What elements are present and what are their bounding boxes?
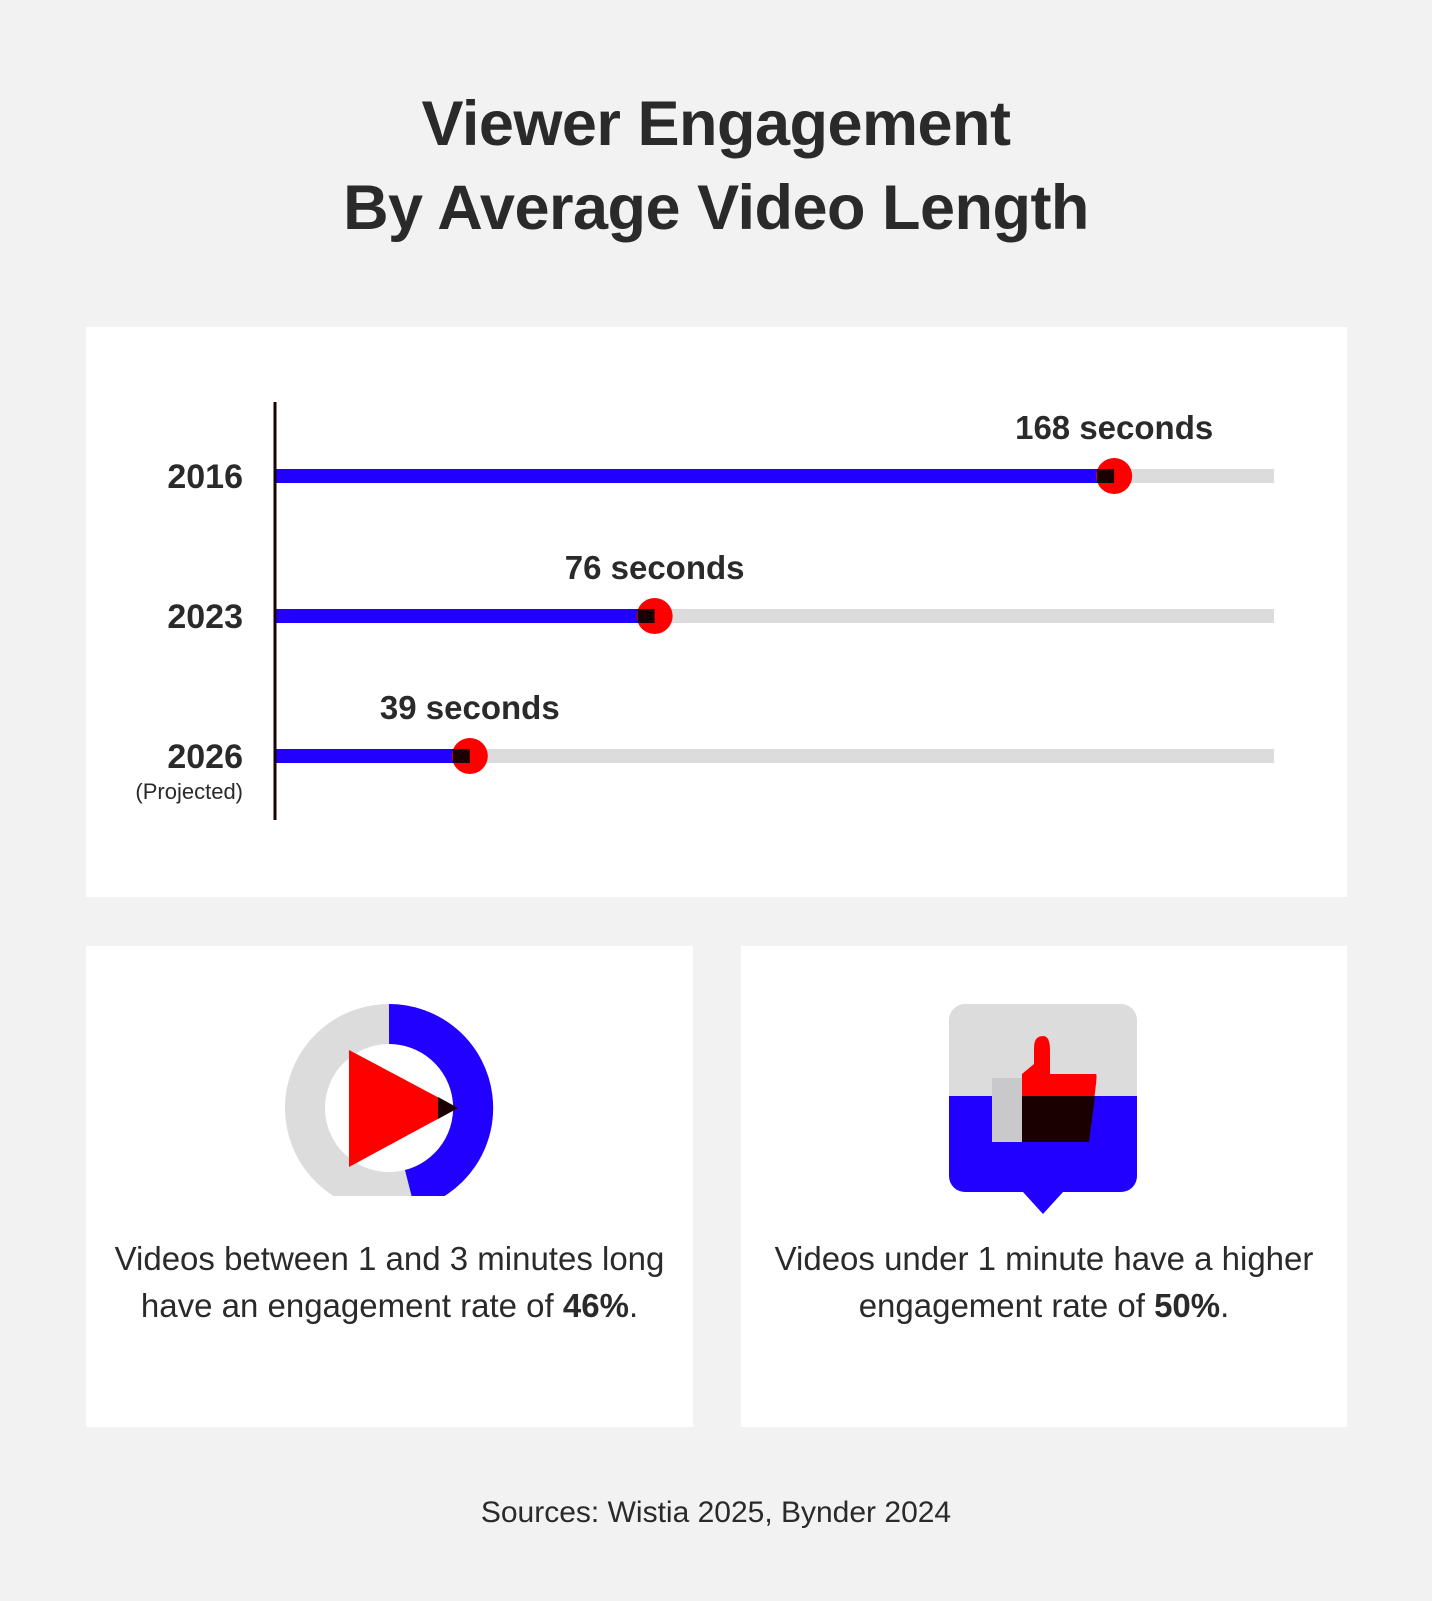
stat-text-left: Videos between 1 and 3 minutes long have… (86, 1235, 693, 1329)
chart-panel: 168 seconds 2016 76 seconds 2023 39 seconds 2… (86, 327, 1347, 897)
bar-end-marker (1096, 458, 1133, 494)
play-overlap (438, 1097, 458, 1119)
bar (275, 609, 655, 623)
play-triangle (349, 1050, 458, 1167)
title-line-1: Viewer Engagement (421, 89, 1011, 159)
title-line-2: By Average Video Length (343, 173, 1089, 243)
page-title: Viewer Engagement By Average Video Lengt… (0, 82, 1432, 250)
stat-value-right: 50% (1154, 1287, 1221, 1324)
source-note: Sources: Wistia 2025, Bynder 2024 (480, 1496, 952, 1529)
stat-text-right: Videos under 1 minute have a higher enga… (741, 1235, 1347, 1329)
stat-card-under-1-minute: Videos under 1 minute have a higher enga… (741, 946, 1347, 1427)
category-note: (Projected) (135, 779, 243, 804)
stat-text-left-body: Videos between 1 and 3 minutes long have… (114, 1240, 665, 1324)
category-label: 2026 (167, 738, 243, 776)
thumb-overlap (1022, 1096, 1095, 1142)
bar (275, 749, 470, 763)
thumbs-up-bubble-icon (949, 1004, 1137, 1214)
value-label: 76 seconds (565, 549, 745, 586)
bubble-tail (1023, 1192, 1063, 1214)
category-label: 2023 (167, 598, 243, 636)
value-label: 168 seconds (1015, 409, 1213, 446)
stat-value-left: 46% (562, 1287, 629, 1324)
bar (275, 469, 1115, 483)
category-label: 2016 (167, 458, 243, 496)
bar-marker-overlap (1097, 469, 1115, 483)
stat-text-right-end: . (1220, 1287, 1230, 1324)
bar-marker-overlap (637, 609, 655, 623)
video-length-chart: 168 seconds 2016 76 seconds 2023 39 seconds 2… (135, 402, 1274, 820)
value-label: 39 seconds (380, 689, 560, 726)
stat-card-1-3-minutes: Videos between 1 and 3 minutes long have… (86, 946, 693, 1427)
stat-text-right-body: Videos under 1 minute have a higher enga… (774, 1240, 1314, 1324)
bar-track (275, 749, 1274, 763)
donut-value-arc (388, 1003, 494, 1196)
stat-text-left-end: . (628, 1287, 639, 1324)
bar-marker-overlap (452, 749, 470, 763)
play-donut-icon (285, 1003, 494, 1196)
